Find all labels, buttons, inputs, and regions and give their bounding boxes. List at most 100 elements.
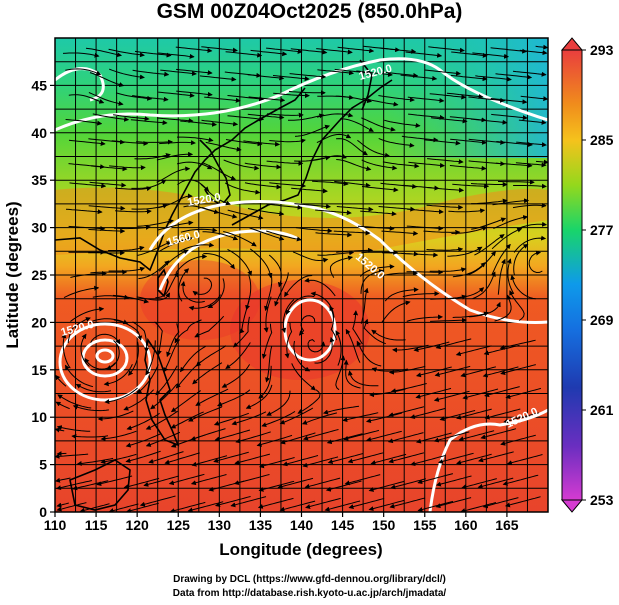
streamline	[202, 231, 239, 241]
streamline	[292, 251, 329, 263]
streamline	[225, 51, 263, 58]
streamline	[232, 316, 250, 348]
streamline	[201, 46, 238, 53]
axis-tick-marks	[50, 84, 508, 517]
streamline	[155, 365, 178, 396]
streamline	[303, 429, 339, 441]
streamline	[106, 340, 120, 370]
streamline	[134, 152, 171, 160]
contour-1560	[158, 229, 301, 291]
streamline	[112, 294, 150, 304]
streamline	[362, 97, 399, 107]
streamline	[382, 161, 420, 169]
streamline	[458, 430, 495, 442]
streamline	[472, 271, 496, 300]
streamline	[279, 407, 314, 425]
streamline	[513, 243, 529, 276]
streamline	[227, 95, 265, 102]
streamline	[282, 455, 319, 467]
streamline	[491, 243, 511, 276]
streamline	[264, 275, 273, 312]
streamline	[477, 477, 514, 489]
streamline	[156, 166, 191, 183]
streamline	[113, 319, 143, 341]
streamline	[90, 333, 121, 345]
streamline	[56, 502, 87, 512]
streamline	[334, 180, 371, 188]
streamline	[65, 68, 102, 76]
streamline	[132, 69, 170, 77]
streamline	[69, 182, 107, 189]
streamline	[363, 318, 386, 345]
streamline	[381, 300, 411, 323]
streamline	[470, 182, 508, 187]
streamline	[368, 480, 405, 492]
colorbar-bottom-arrow	[560, 499, 584, 513]
streamline	[307, 339, 326, 353]
x-tick-label: 125	[167, 517, 191, 533]
streamline	[336, 138, 368, 156]
streamline	[406, 225, 444, 231]
coastline-philippines	[144, 337, 180, 447]
streamline	[368, 499, 405, 512]
streamline	[201, 119, 239, 127]
streamline	[279, 500, 316, 512]
streamline	[131, 179, 167, 189]
x-tick-label: 150	[372, 517, 396, 533]
streamline	[388, 406, 425, 418]
streamline	[195, 388, 229, 406]
streamline	[274, 272, 289, 307]
streamline	[337, 46, 375, 54]
streamline	[272, 75, 310, 82]
streamline	[291, 187, 328, 194]
streamline	[324, 500, 361, 512]
credit-drawing: Drawing by DCL (https://www.gfd-dennou.o…	[173, 574, 446, 585]
streamline	[157, 220, 194, 231]
streamline	[174, 319, 202, 344]
streamline	[217, 389, 251, 407]
streamline	[478, 451, 514, 463]
streamline	[535, 44, 548, 50]
streamline	[163, 339, 181, 373]
streamline	[428, 46, 465, 53]
streamline	[244, 182, 282, 190]
streamline	[496, 141, 533, 147]
streamline	[104, 387, 138, 405]
streamline	[480, 428, 517, 440]
streamline	[513, 235, 547, 253]
streamline	[409, 407, 446, 419]
streamline	[400, 74, 438, 81]
streamline	[408, 113, 445, 120]
y-tick-label: 20	[31, 314, 47, 330]
streamline	[125, 433, 161, 448]
map-title: GSM 00Z04Oct2025 (850.0hPa)	[156, 0, 463, 23]
streamline	[423, 139, 461, 146]
streamline	[277, 477, 314, 489]
streamline	[158, 249, 189, 272]
streamline	[247, 113, 285, 120]
streamline	[248, 96, 286, 103]
streamline	[430, 317, 467, 323]
streamline	[138, 260, 170, 280]
streamline	[234, 453, 271, 465]
streamline	[70, 306, 105, 322]
streamline	[468, 96, 506, 103]
streamline	[159, 140, 196, 146]
streamline	[294, 203, 332, 209]
streamline	[335, 330, 342, 366]
streamline	[462, 388, 499, 400]
streamline	[343, 359, 361, 389]
streamline	[65, 364, 94, 388]
streamline	[158, 236, 194, 252]
streamline	[499, 339, 536, 350]
streamline	[390, 383, 427, 394]
streamline	[456, 408, 492, 420]
streamline	[178, 242, 215, 253]
streamline	[472, 52, 510, 59]
streamline	[402, 291, 440, 298]
colorbar-scale	[561, 49, 583, 501]
streamline	[214, 496, 251, 508]
streamline	[92, 294, 130, 300]
streamline	[132, 321, 150, 353]
streamline	[329, 255, 354, 278]
